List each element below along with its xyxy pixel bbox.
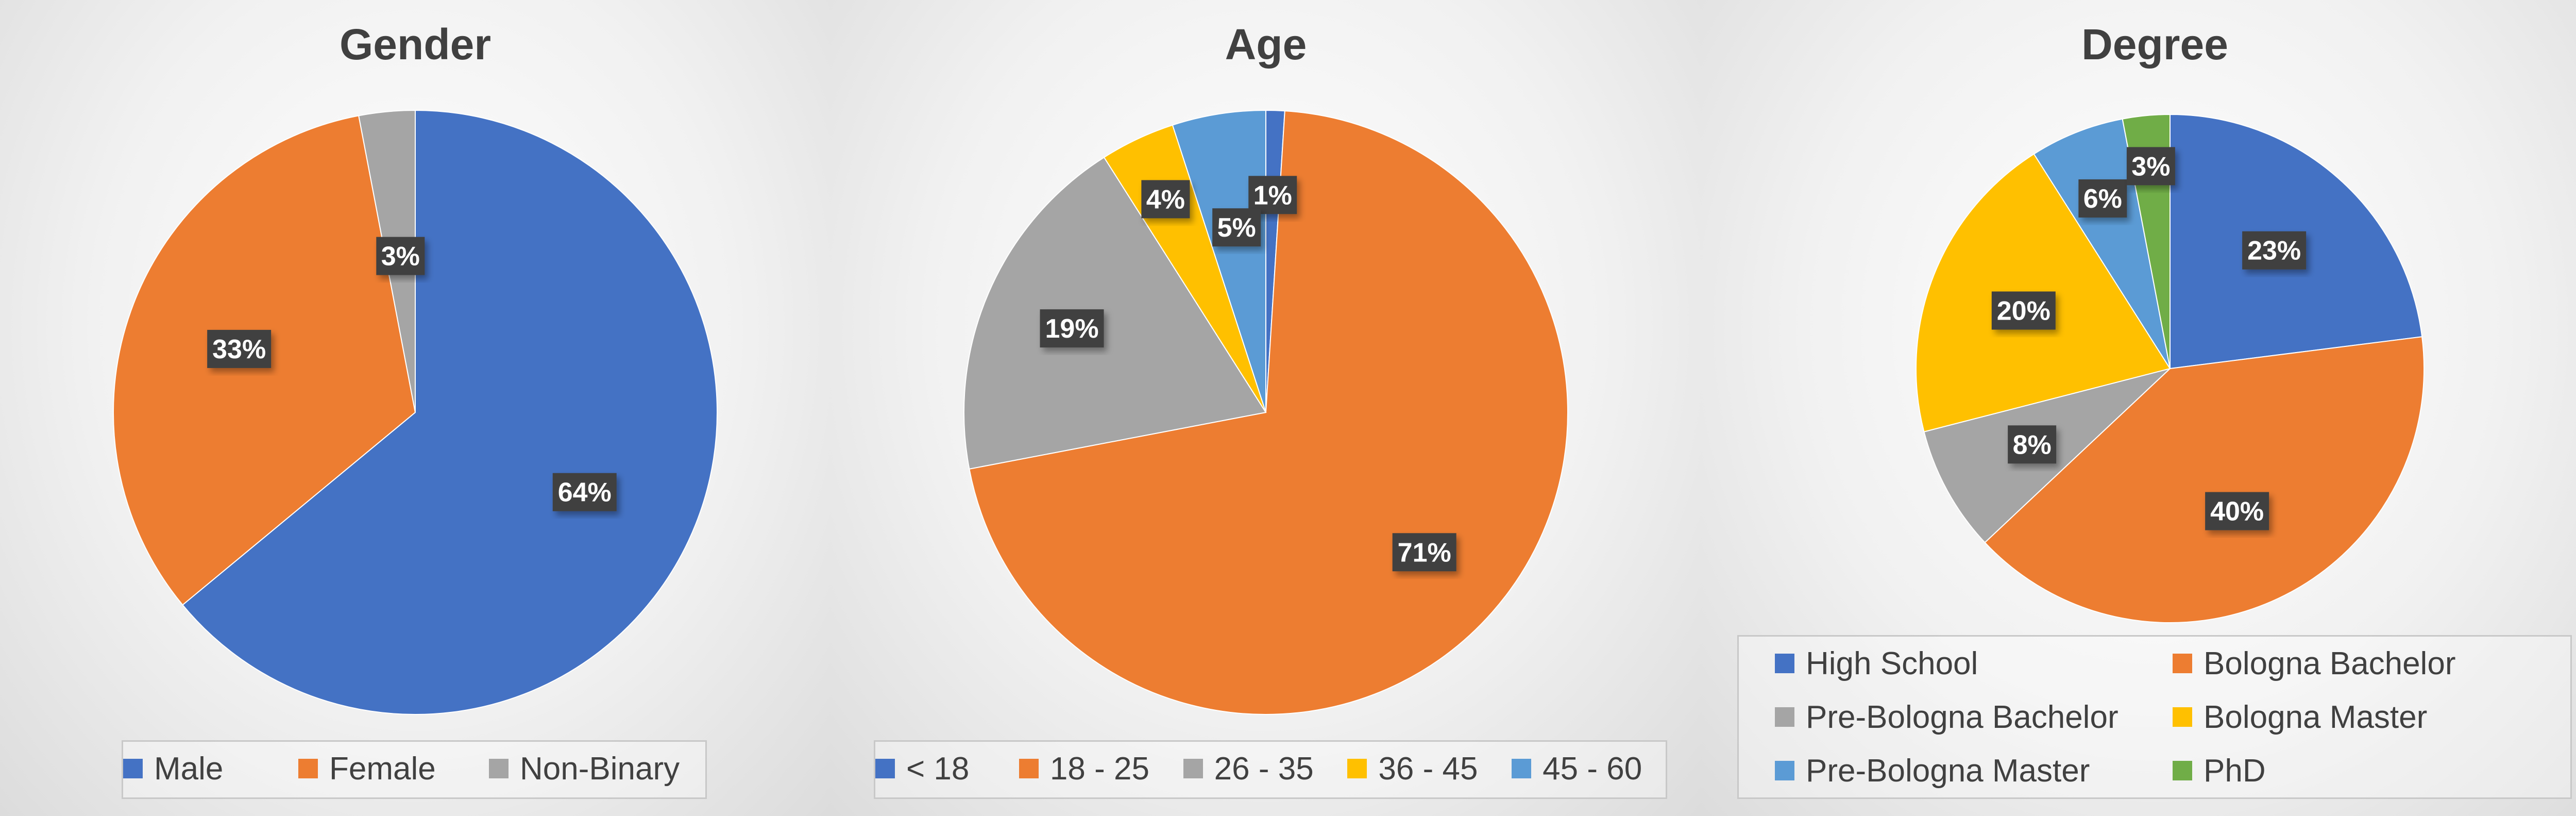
- legend-swatch: [1183, 759, 1203, 778]
- degree-data-label-pre-bologna-bachelor: 8%: [2008, 425, 2057, 464]
- legend-row: Pre-Bologna Bachelor Bologna Master: [1775, 690, 2570, 744]
- age-chart-title: Age: [1225, 20, 1307, 69]
- degree-slice-pre-bologna-master: [2033, 118, 2171, 369]
- age-data-label-26-35: 19%: [1040, 309, 1104, 348]
- legend-label: 26 - 35: [1214, 751, 1314, 787]
- legend-swatch: [1775, 654, 1794, 673]
- legend-label: Non-Binary: [520, 751, 680, 787]
- legend-swatch: [489, 759, 509, 778]
- legend-label: Pre-Bologna Bachelor: [1806, 699, 2119, 735]
- age-legend-item-36-45: 36 - 45: [1347, 751, 1512, 787]
- degree-data-label-text: 8%: [2013, 430, 2052, 460]
- legend-swatch: [1775, 707, 1794, 727]
- gender-chart-panel: Gender 64% 33% 3% Male Female Non-Binary: [0, 0, 831, 816]
- age-data-label-18-25: 71%: [1392, 533, 1456, 572]
- gender-legend-item-male: Male: [123, 751, 298, 787]
- degree-legend-item-pre-bologna-master: Pre-Bologna Master: [1775, 753, 2173, 789]
- degree-data-label-text: 20%: [1997, 296, 2050, 326]
- legend-row: < 18 18 - 25 26 - 35 36 - 45 45 - 60: [875, 742, 1666, 795]
- legend-row: Pre-Bologna Master PhD: [1775, 744, 2570, 797]
- legend-label: Pre-Bologna Master: [1806, 753, 2090, 789]
- degree-legend-item-high-school: High School: [1775, 645, 2173, 682]
- age-pie-chart: 1% 71% 19% 4% 5%: [963, 109, 1568, 715]
- legend-label: Male: [154, 751, 224, 787]
- degree-chart-title: Degree: [2081, 20, 2228, 69]
- age-data-label-45-60: 5%: [1212, 208, 1261, 247]
- age-legend: < 18 18 - 25 26 - 35 36 - 45 45 - 60: [874, 740, 1667, 799]
- gender-data-label-text: 64%: [558, 478, 612, 508]
- gender-chart-title: Gender: [339, 20, 492, 69]
- degree-data-label-text: 23%: [2247, 236, 2301, 266]
- legend-swatch: [2173, 761, 2192, 780]
- age-data-label-text: 4%: [1146, 185, 1185, 214]
- legend-swatch: [1347, 759, 1367, 778]
- legend-label: Female: [329, 751, 436, 787]
- gender-legend-item-female: Female: [298, 751, 489, 787]
- age-data-label-18: 1%: [1248, 176, 1297, 214]
- degree-legend-item-phd: PhD: [2173, 753, 2570, 789]
- gender-data-label-female: 33%: [207, 329, 272, 368]
- degree-legend-item-pre-bologna-bachelor: Pre-Bologna Bachelor: [1775, 699, 2173, 736]
- degree-data-label-bologna-bachelor: 40%: [2205, 492, 2269, 530]
- degree-data-label-high-school: 23%: [2242, 231, 2307, 270]
- legend-swatch: [875, 759, 895, 778]
- gender-legend-item-non-binary: Non-Binary: [489, 751, 705, 787]
- age-slice-26-35: [963, 156, 1267, 470]
- legend-swatch: [1512, 759, 1532, 778]
- legend-label: 45 - 60: [1543, 751, 1642, 787]
- legend-row: Male Female Non-Binary: [123, 742, 705, 795]
- degree-chart-panel: Degree 23% 40% 8% 20% 6% 3% High School Bologn…: [1701, 0, 2576, 816]
- age-data-label-text: 71%: [1398, 538, 1451, 568]
- legend-swatch: [2173, 654, 2192, 673]
- legend-label: 18 - 25: [1049, 751, 1149, 787]
- legend-swatch: [1775, 761, 1794, 780]
- degree-data-label-text: 40%: [2210, 497, 2264, 527]
- legend-row: High School Bologna Bachelor: [1775, 637, 2570, 690]
- degree-legend: High School Bologna Bachelor Pre-Bologna B…: [1737, 635, 2572, 799]
- degree-legend-item-bologna-master: Bologna Master: [2173, 699, 2570, 736]
- legend-label: PhD: [2204, 753, 2266, 789]
- gender-slice-male: [182, 109, 718, 715]
- gender-legend: Male Female Non-Binary: [122, 740, 707, 799]
- age-legend-item-18-25: 18 - 25: [1019, 751, 1183, 787]
- degree-legend-item-bologna-bachelor: Bologna Bachelor: [2173, 645, 2570, 682]
- gender-data-label-non-binary: 3%: [376, 237, 425, 275]
- age-data-label-text: 1%: [1253, 180, 1292, 210]
- age-legend-item-18: < 18: [875, 751, 1019, 787]
- degree-data-label-bologna-master: 20%: [1991, 291, 2056, 330]
- age-data-label-36-45: 4%: [1141, 180, 1190, 219]
- legend-label: Bologna Master: [2204, 699, 2428, 735]
- age-legend-item-26-35: 26 - 35: [1183, 751, 1348, 787]
- age-legend-item-45-60: 45 - 60: [1512, 751, 1666, 787]
- gender-data-label-text: 33%: [212, 335, 266, 364]
- age-data-label-text: 5%: [1217, 213, 1256, 243]
- degree-data-label-pre-bologna-master: 6%: [2078, 179, 2127, 218]
- gender-pie-chart: 64% 33% 3%: [113, 109, 718, 715]
- age-data-label-text: 19%: [1045, 314, 1098, 344]
- legend-label: Bologna Bachelor: [2204, 645, 2456, 681]
- legend-swatch: [2173, 707, 2192, 727]
- legend-label: < 18: [906, 751, 970, 787]
- legend-swatch: [1019, 759, 1039, 778]
- gender-data-label-text: 3%: [381, 242, 420, 272]
- age-chart-panel: Age 1% 71% 19% 4% 5% < 18 18 - 25 26 - 35 36 - …: [831, 0, 1701, 816]
- legend-swatch: [123, 759, 143, 778]
- legend-swatch: [298, 759, 318, 778]
- degree-data-label-text: 6%: [2083, 184, 2122, 214]
- degree-data-label-text: 3%: [2131, 152, 2170, 181]
- degree-slice-bologna-bachelor: [1984, 336, 2425, 623]
- gender-data-label-male: 64%: [552, 473, 617, 511]
- degree-data-label-phd: 3%: [2126, 147, 2175, 186]
- age-slice-45-60: [1172, 109, 1266, 413]
- degree-pie-chart: 23% 40% 8% 20% 6% 3%: [1916, 113, 2425, 623]
- legend-label: 36 - 45: [1378, 751, 1478, 787]
- legend-label: High School: [1806, 645, 1978, 681]
